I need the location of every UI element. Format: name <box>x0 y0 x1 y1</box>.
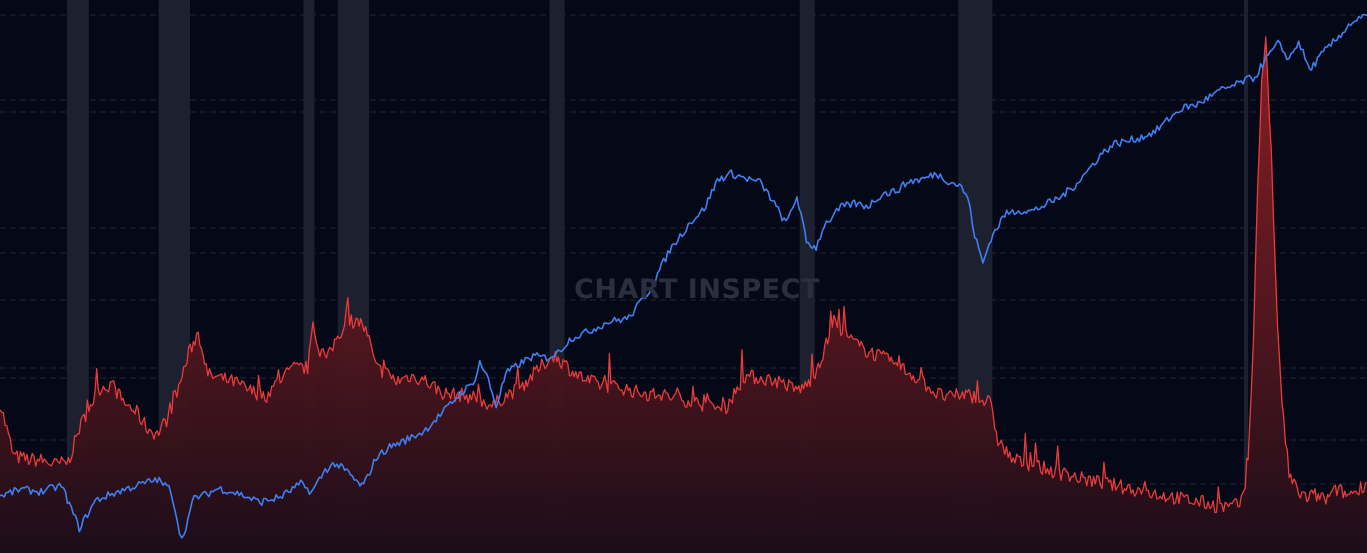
recession-band <box>1243 0 1249 553</box>
recession-band <box>303 0 315 553</box>
red-area-line <box>0 36 1367 514</box>
red-area-fill <box>0 36 1367 553</box>
blue-line <box>0 13 1367 539</box>
blue-line-series <box>0 13 1367 539</box>
red-area-series <box>0 36 1367 553</box>
watermark-text: CHART INSPECT <box>574 274 820 305</box>
